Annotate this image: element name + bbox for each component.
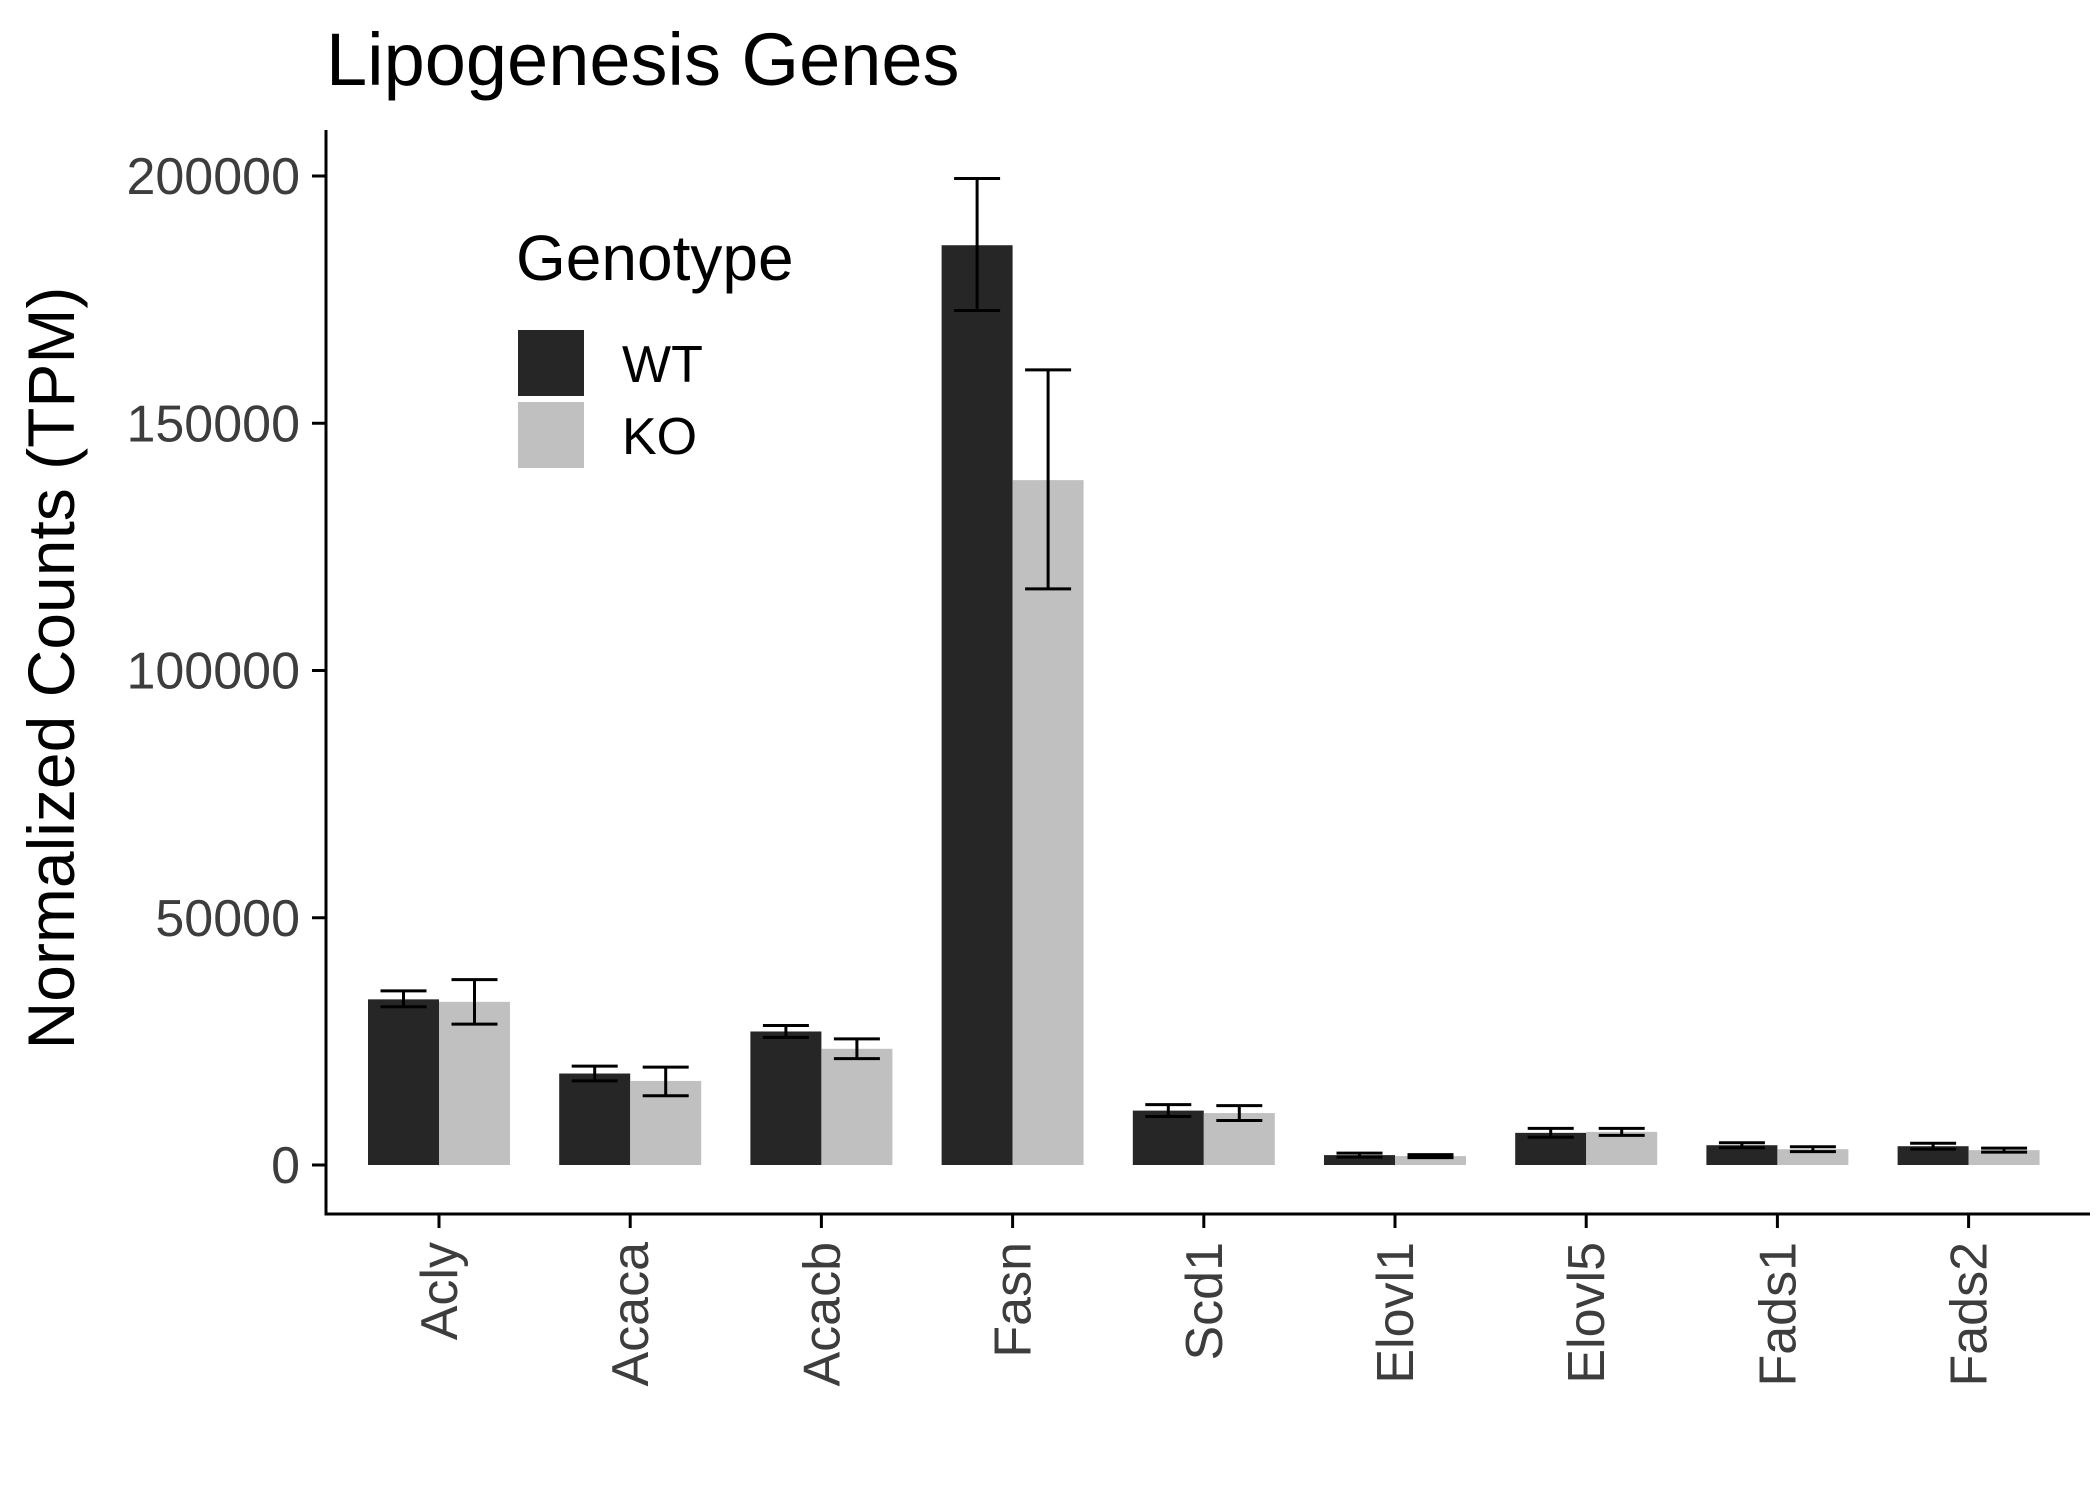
bar-fads1-wt [1706,1145,1778,1165]
error-bar-acaca-ko [642,1065,689,1098]
bar-acly-wt [368,999,439,1165]
error-bar-acacb-wt [762,1024,809,1039]
x-tick-label-scd1: Scd1 [1176,1242,1234,1361]
legend: Genotype WT KO [516,222,794,468]
bar-fads2-ko [1968,1150,2040,1165]
error-bar-fads1-wt [1718,1141,1765,1150]
error-bar-elovl5-ko [1598,1126,1645,1137]
x-tick-label-acly: Acly [411,1242,469,1340]
error-bar-fads1-ko [1789,1145,1836,1154]
x-tick-label-acaca: Acaca [602,1242,660,1387]
error-bar-acly-wt [380,989,427,1009]
y-tick-label: 100000 [126,643,300,701]
y-axis-label: Normalized Counts (TPM) [14,287,88,1050]
error-bar-scd1-ko [1216,1104,1263,1122]
bar-elovl1-ko [1395,1156,1466,1165]
bar-acacb-ko [821,1048,893,1165]
error-bar-acly-ko [451,978,498,1026]
legend-title: Genotype [516,222,794,294]
legend-label-ko: KO [622,408,697,466]
y-axis-ticks: 0 50000 100000 150000 200000 [126,148,326,1195]
error-bar-fasn-ko [1025,368,1072,591]
legend-label-wt: WT [622,336,703,394]
bar-fasn-ko [1012,480,1084,1165]
y-tick-label: 200000 [126,148,300,206]
bar-elovl5-ko [1586,1131,1658,1165]
chart-title: Lipogenesis Genes [326,18,960,101]
bar-acly-ko [439,1001,510,1165]
error-bar-fads2-ko [1981,1146,2028,1154]
bar-acaca-wt [559,1073,631,1165]
error-bar-fasn-wt [954,176,1001,313]
x-tick-label-fads2: Fads2 [1941,1242,1999,1387]
y-tick-label: 0 [271,1137,300,1195]
bar-fads2-wt [1897,1146,1969,1165]
bars [368,245,2040,1166]
error-bars [380,176,2028,1160]
error-bar-acacb-ko [833,1037,880,1061]
bar-acacb-wt [750,1031,822,1165]
x-tick-label-fads1: Fads1 [1749,1242,1807,1387]
x-tick-label-elovl1: Elovl1 [1367,1242,1425,1384]
y-tick-label: 50000 [155,890,300,948]
error-bar-elovl1-ko [1407,1153,1454,1160]
x-tick-label-elovl5: Elovl5 [1558,1242,1616,1384]
y-tick-label: 150000 [126,395,300,453]
x-tick-label-fasn: Fasn [985,1242,1043,1358]
bar-scd1-wt [1132,1110,1204,1165]
legend-swatch-ko [518,402,584,468]
error-bar-fads2-wt [1910,1141,1957,1151]
error-bar-scd1-wt [1145,1103,1192,1119]
error-bar-elovl1-wt [1336,1151,1383,1159]
bar-fasn-wt [941,245,1013,1166]
error-bar-elovl5-wt [1527,1126,1574,1139]
legend-swatch-wt [518,330,584,396]
x-axis-ticks: Acly Acaca Acacb Fasn Scd1 Elovl1 Elovl5 Fads1 F… [411,1214,1999,1387]
x-tick-label-acacb: Acacb [793,1242,851,1387]
error-bar-acaca-wt [571,1064,618,1083]
bar-elovl1-wt [1324,1155,1395,1165]
